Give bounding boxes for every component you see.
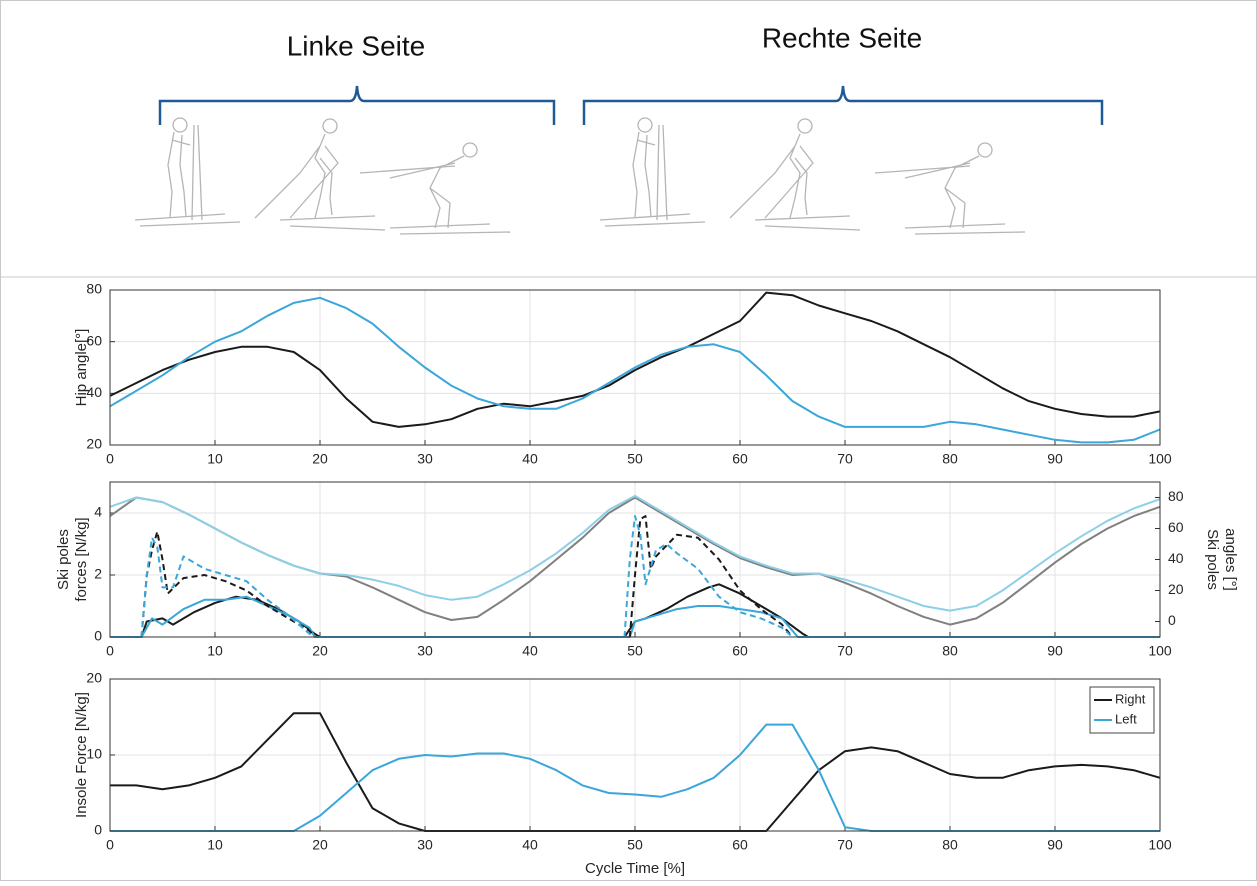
x-tick-label: 0	[106, 451, 114, 467]
y-tick-label: 0	[94, 822, 102, 838]
y-axis-label: forces [N/kg]	[73, 517, 90, 601]
y-tick-label: 20	[86, 436, 102, 452]
y2-tick-label: 40	[1168, 550, 1184, 566]
x-tick-label: 80	[942, 837, 958, 853]
x-tick-label: 40	[522, 837, 538, 853]
x-tick-label: 90	[1047, 837, 1063, 853]
x-tick-label: 20	[312, 643, 328, 659]
x-tick-label: 70	[837, 451, 853, 467]
y-axis-label: Insole Force [N/kg]	[73, 692, 90, 818]
x-tick-label: 100	[1148, 451, 1172, 467]
x-tick-label: 30	[417, 451, 433, 467]
x-tick-label: 90	[1047, 451, 1063, 467]
y2-tick-label: 80	[1168, 488, 1184, 504]
side-label: Linke Seite	[287, 30, 426, 61]
x-tick-label: 100	[1148, 643, 1172, 659]
x-tick-label: 50	[627, 451, 643, 467]
y-tick-label: 80	[86, 281, 102, 297]
x-tick-label: 90	[1047, 643, 1063, 659]
x-tick-label: 50	[627, 837, 643, 853]
y-tick-label: 20	[86, 670, 102, 686]
y-axis-label: Ski poles	[55, 529, 72, 590]
x-tick-label: 10	[207, 837, 223, 853]
x-tick-label: 40	[522, 451, 538, 467]
x-tick-label: 30	[417, 643, 433, 659]
x-tick-label: 80	[942, 643, 958, 659]
figure: Linke Seite Rechte Seite 010203040506070…	[0, 0, 1257, 881]
x-tick-label: 50	[627, 643, 643, 659]
x-tick-label: 10	[207, 451, 223, 467]
x-tick-label: 80	[942, 451, 958, 467]
legend-label: Left	[1115, 711, 1137, 726]
y-tick-label: 2	[94, 566, 102, 582]
x-tick-label: 0	[106, 837, 114, 853]
x-tick-label: 40	[522, 643, 538, 659]
side-label: Rechte Seite	[762, 22, 922, 53]
x-tick-label: 70	[837, 643, 853, 659]
x-tick-label: 60	[732, 837, 748, 853]
y2-tick-label: 60	[1168, 519, 1184, 535]
y2-tick-label: 20	[1168, 581, 1184, 597]
x-tick-label: 0	[106, 643, 114, 659]
x-tick-label: 70	[837, 837, 853, 853]
legend-label: Right	[1115, 691, 1146, 706]
x-tick-label: 60	[732, 643, 748, 659]
x-axis-label: Cycle Time [%]	[585, 860, 685, 877]
x-tick-label: 20	[312, 451, 328, 467]
x-tick-label: 20	[312, 837, 328, 853]
y-tick-label: 0	[94, 628, 102, 644]
x-tick-label: 10	[207, 643, 223, 659]
y2-axis-label: Ski poles	[1204, 529, 1221, 590]
y2-tick-label: 0	[1168, 612, 1176, 628]
y-tick-label: 4	[94, 504, 102, 520]
y2-axis-label: angles [°]	[1222, 528, 1239, 591]
x-tick-label: 60	[732, 451, 748, 467]
x-tick-label: 100	[1148, 837, 1172, 853]
x-tick-label: 30	[417, 837, 433, 853]
y-axis-label: Hip angle[°]	[73, 329, 90, 407]
